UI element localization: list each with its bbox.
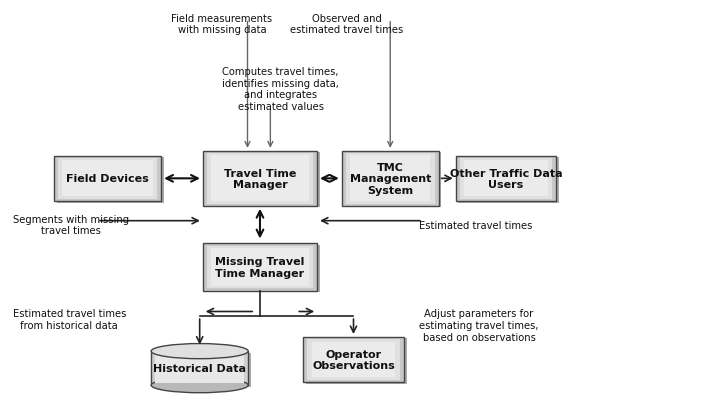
Bar <box>207 154 313 204</box>
Text: Estimated travel times: Estimated travel times <box>419 220 532 230</box>
Bar <box>303 337 404 382</box>
Bar <box>344 153 441 208</box>
Bar <box>460 159 552 199</box>
Text: Segments with missing
travel times: Segments with missing travel times <box>13 214 129 236</box>
Text: Estimated travel times
from historical data: Estimated travel times from historical d… <box>13 309 126 330</box>
Text: Computes travel times,
identifies missing data,
and integrates
estimated values: Computes travel times, identifies missin… <box>222 67 339 111</box>
Text: Field Devices: Field Devices <box>66 174 149 184</box>
Bar <box>62 161 153 197</box>
Text: TMC
Management
System: TMC Management System <box>349 162 431 195</box>
Bar <box>346 154 435 204</box>
Text: Observed and
estimated travel times: Observed and estimated travel times <box>290 14 403 35</box>
Bar <box>206 153 320 208</box>
Bar <box>203 244 317 291</box>
Bar <box>156 354 244 383</box>
Text: Operator
Observations: Operator Observations <box>312 349 395 371</box>
Bar <box>464 161 548 197</box>
Bar <box>306 338 407 384</box>
Bar <box>203 151 317 207</box>
Text: Historical Data: Historical Data <box>153 363 246 373</box>
Ellipse shape <box>151 378 248 393</box>
Bar <box>57 158 164 203</box>
Text: Adjust parameters for
estimating travel times,
based on observations: Adjust parameters for estimating travel … <box>419 309 539 342</box>
Bar <box>211 249 309 286</box>
Bar <box>211 156 309 202</box>
Bar <box>154 353 251 387</box>
Text: Field measurements
with missing data: Field measurements with missing data <box>171 14 272 35</box>
Bar <box>456 156 556 201</box>
Bar <box>458 158 559 203</box>
Text: Missing Travel
Time Manager: Missing Travel Time Manager <box>215 257 305 278</box>
Bar <box>341 151 439 207</box>
Bar <box>54 156 161 201</box>
Text: Travel Time
Manager: Travel Time Manager <box>224 168 296 190</box>
Bar <box>207 246 313 289</box>
Bar <box>151 351 248 385</box>
Bar <box>312 342 395 377</box>
Bar <box>206 245 320 292</box>
Bar <box>350 156 431 202</box>
Ellipse shape <box>151 344 248 359</box>
Bar <box>308 339 399 380</box>
Text: Other Traffic Data
Users: Other Traffic Data Users <box>450 168 562 190</box>
Bar <box>58 159 157 199</box>
